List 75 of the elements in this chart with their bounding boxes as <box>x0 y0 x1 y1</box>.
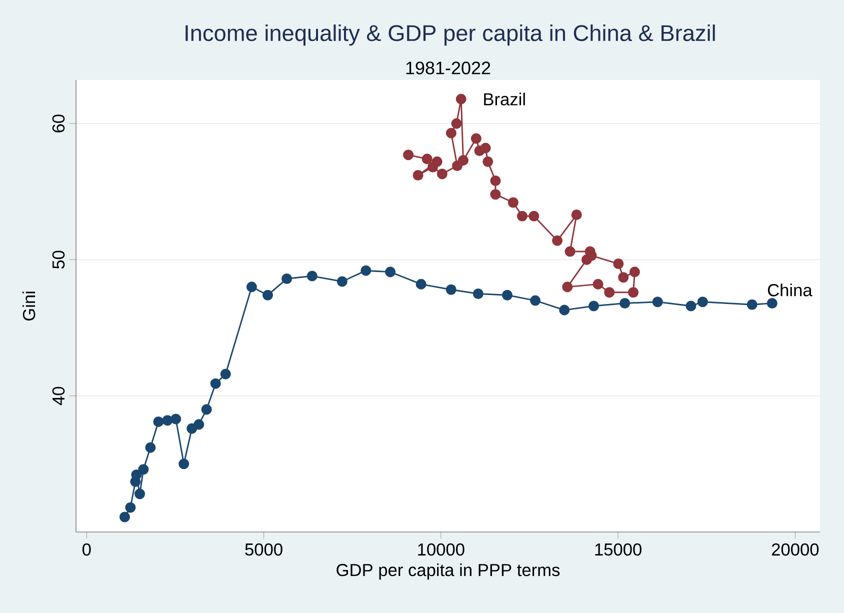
point <box>281 273 292 284</box>
point <box>516 210 528 222</box>
point <box>220 368 231 380</box>
x-axis-title: GDP per capita in PPP terms <box>336 563 560 580</box>
y-tick-label: 50 <box>52 250 65 269</box>
point <box>559 304 570 316</box>
point <box>436 168 448 180</box>
point <box>746 299 758 310</box>
point <box>145 442 156 453</box>
x-tick-label: 20000 <box>772 543 819 556</box>
point <box>564 246 576 257</box>
x-tick-label: 10000 <box>418 543 464 556</box>
point <box>458 155 469 166</box>
chart-title: Income inequality & GDP per capita in China & Brazil <box>186 24 715 46</box>
point <box>422 154 432 164</box>
point <box>490 189 501 200</box>
point <box>571 209 582 220</box>
point <box>620 298 630 309</box>
point <box>262 290 274 300</box>
annotation: China <box>768 284 812 296</box>
point <box>480 142 491 154</box>
point <box>360 265 372 276</box>
point <box>412 170 424 181</box>
annotation: Brazil <box>484 92 525 106</box>
point <box>629 266 640 278</box>
point <box>125 502 136 513</box>
point <box>194 419 204 430</box>
point <box>482 156 494 167</box>
y-tick-label: 60 <box>52 114 65 132</box>
point <box>336 276 348 287</box>
point <box>170 414 182 424</box>
point <box>306 270 318 282</box>
point <box>628 287 639 298</box>
point <box>210 378 221 389</box>
chart-subtitle: 1981-2022 <box>406 62 490 74</box>
point <box>562 282 573 292</box>
point <box>502 290 513 300</box>
point <box>490 175 501 186</box>
point <box>686 300 696 312</box>
point <box>604 287 615 298</box>
point <box>530 295 541 306</box>
point <box>162 415 173 426</box>
point <box>588 300 600 312</box>
point <box>134 488 146 500</box>
point <box>131 470 142 480</box>
point <box>451 118 462 129</box>
point <box>470 133 482 144</box>
y-tick-label: 40 <box>52 386 65 406</box>
point <box>446 284 456 295</box>
point <box>119 512 130 522</box>
point <box>697 296 708 308</box>
point <box>508 197 518 208</box>
point <box>153 416 164 427</box>
point <box>528 210 540 222</box>
x-tick-label: 5000 <box>245 543 282 556</box>
point <box>766 298 778 309</box>
point <box>246 282 257 292</box>
point <box>403 150 414 160</box>
x-tick-label: 15000 <box>595 543 642 556</box>
point <box>472 288 484 299</box>
x-tick-label: 0 <box>82 543 91 556</box>
y-axis-title: Gini <box>22 292 36 321</box>
point <box>456 94 466 104</box>
point <box>446 128 456 138</box>
point <box>427 162 438 172</box>
point <box>416 278 426 290</box>
point <box>138 464 149 475</box>
point <box>613 258 624 270</box>
point <box>178 458 190 470</box>
point <box>385 266 396 278</box>
point <box>652 296 663 308</box>
point <box>552 235 563 246</box>
point <box>618 272 629 283</box>
point <box>592 278 604 290</box>
point <box>201 404 212 415</box>
